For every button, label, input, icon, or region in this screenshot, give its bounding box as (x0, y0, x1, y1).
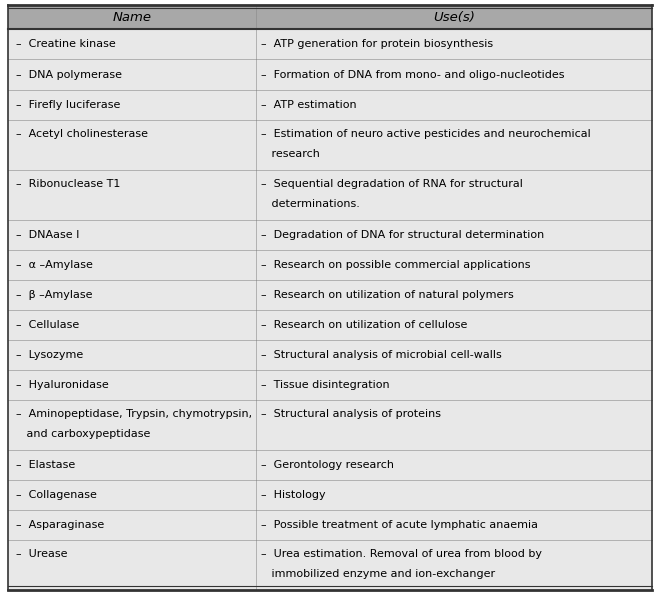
Text: –  Elastase: – Elastase (16, 460, 75, 470)
Text: –  Gerontology research: – Gerontology research (261, 460, 394, 470)
Text: –  Cellulase: – Cellulase (16, 320, 79, 330)
Text: –  Formation of DNA from mono- and oligo-nucleotides: – Formation of DNA from mono- and oligo-… (261, 70, 564, 80)
Text: –  ATP generation for protein biosynthesis: – ATP generation for protein biosynthesi… (261, 39, 493, 49)
Text: –  DNAase I: – DNAase I (16, 230, 79, 240)
Text: and carboxypeptidase: and carboxypeptidase (16, 429, 150, 439)
Text: –  Collagenase: – Collagenase (16, 490, 97, 500)
Text: –  Possible treatment of acute lymphatic anaemia: – Possible treatment of acute lymphatic … (261, 520, 538, 530)
Text: determinations.: determinations. (261, 199, 360, 209)
Text: –  Structural analysis of proteins: – Structural analysis of proteins (261, 409, 441, 419)
Text: –  Estimation of neuro active pesticides and neurochemical: – Estimation of neuro active pesticides … (261, 129, 591, 139)
Text: –  ATP estimation: – ATP estimation (261, 99, 356, 109)
Text: –  Hyaluronidase: – Hyaluronidase (16, 380, 109, 390)
Text: immobilized enzyme and ion-exchanger: immobilized enzyme and ion-exchanger (261, 569, 495, 579)
Text: –  Tissue disintegration: – Tissue disintegration (261, 380, 389, 390)
Text: –  Research on utilization of cellulose: – Research on utilization of cellulose (261, 320, 467, 330)
Text: Name: Name (112, 11, 152, 24)
Text: –  Research on possible commercial applications: – Research on possible commercial applic… (261, 259, 531, 270)
Text: –  Urease: – Urease (16, 549, 67, 559)
Text: Use(s): Use(s) (433, 11, 475, 24)
Text: –  Histology: – Histology (261, 490, 325, 500)
Text: research: research (261, 149, 320, 159)
Text: –  DNA polymerase: – DNA polymerase (16, 70, 122, 80)
Text: –  β –Amylase: – β –Amylase (16, 290, 92, 300)
Text: –  Aminopeptidase, Trypsin, chymotrypsin,: – Aminopeptidase, Trypsin, chymotrypsin, (16, 409, 252, 419)
Text: –  Sequential degradation of RNA for structural: – Sequential degradation of RNA for stru… (261, 178, 523, 189)
Text: –  Lysozyme: – Lysozyme (16, 350, 83, 360)
Text: –  Firefly luciferase: – Firefly luciferase (16, 99, 120, 109)
Text: –  Urea estimation. Removal of urea from blood by: – Urea estimation. Removal of urea from … (261, 549, 542, 559)
Text: –  Structural analysis of microbial cell-walls: – Structural analysis of microbial cell-… (261, 350, 502, 360)
Text: –  Research on utilization of natural polymers: – Research on utilization of natural pol… (261, 290, 513, 300)
Text: –  Creatine kinase: – Creatine kinase (16, 39, 116, 49)
Text: –  Ribonuclease T1: – Ribonuclease T1 (16, 178, 120, 189)
Text: –  Degradation of DNA for structural determination: – Degradation of DNA for structural dete… (261, 230, 544, 240)
Text: –  Asparaginase: – Asparaginase (16, 520, 104, 530)
Bar (8, 5, 652, 30)
Text: –  α –Amylase: – α –Amylase (16, 259, 93, 270)
Text: –  Acetyl cholinesterase: – Acetyl cholinesterase (16, 129, 148, 139)
